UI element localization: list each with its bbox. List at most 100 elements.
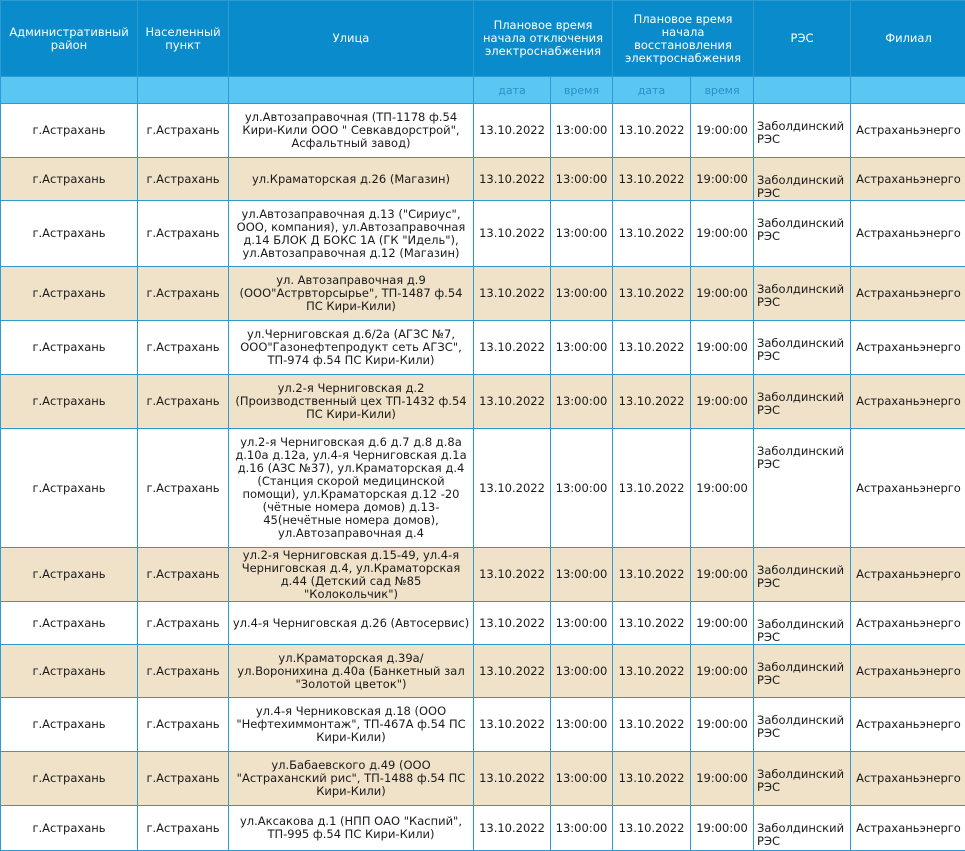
cell-district: г.Астрахань — [1, 158, 138, 201]
cell-res: Заболдинский РЭС — [754, 602, 851, 645]
cell-street: ул.Краматорская д.39а/ ул.Воронихина д.4… — [229, 645, 474, 698]
cell-district: г.Астрахань — [1, 429, 138, 548]
cell-res: Заболдинский РЭС — [754, 698, 851, 752]
cell-on-time: 19:00:00 — [691, 201, 754, 267]
header-row: Административный район Населенный пункт … — [1, 1, 965, 77]
header-branch: Филиал — [851, 1, 965, 77]
cell-off-date: 13.10.2022 — [474, 602, 551, 645]
cell-locality: г.Астрахань — [138, 645, 229, 698]
cell-branch: Астраханьэнерго — [851, 201, 965, 267]
cell-on-date: 13.10.2022 — [613, 698, 691, 752]
cell-branch: Астраханьэнерго — [851, 321, 965, 375]
subheader-empty — [754, 77, 851, 104]
subheader-off-time: время — [551, 77, 613, 104]
cell-off-time: 13:00:00 — [551, 602, 613, 645]
cell-branch: Астраханьэнерго — [851, 645, 965, 698]
cell-locality: г.Астрахань — [138, 548, 229, 602]
cell-street: ул.Краматорская д.26 (Магазин) — [229, 158, 474, 201]
cell-district: г.Астрахань — [1, 104, 138, 158]
cell-on-time: 19:00:00 — [691, 267, 754, 321]
cell-district: г.Астрахань — [1, 267, 138, 321]
cell-off-time: 13:00:00 — [551, 645, 613, 698]
cell-district: г.Астрахань — [1, 752, 138, 806]
cell-locality: г.Астрахань — [138, 602, 229, 645]
cell-off-time: 13:00:00 — [551, 201, 613, 267]
cell-off-date: 13.10.2022 — [474, 267, 551, 321]
cell-off-time: 13:00:00 — [551, 698, 613, 752]
header-district: Административный район — [1, 1, 138, 77]
cell-on-time: 19:00:00 — [691, 158, 754, 201]
cell-res: Заболдинский РЭС — [754, 429, 851, 548]
subheader-empty — [138, 77, 229, 104]
cell-off-date: 13.10.2022 — [474, 548, 551, 602]
subheader-on-date: дата — [613, 77, 691, 104]
cell-on-date: 13.10.2022 — [613, 158, 691, 201]
cell-on-date: 13.10.2022 — [613, 548, 691, 602]
cell-off-date: 13.10.2022 — [474, 645, 551, 698]
cell-off-date: 13.10.2022 — [474, 752, 551, 806]
subheader-empty — [1, 77, 138, 104]
cell-on-date: 13.10.2022 — [613, 104, 691, 158]
cell-off-time: 13:00:00 — [551, 321, 613, 375]
cell-off-time: 13:00:00 — [551, 429, 613, 548]
cell-on-date: 13.10.2022 — [613, 645, 691, 698]
cell-street: ул.2-я Черниговская д.2 (Производственны… — [229, 375, 474, 429]
cell-res: Заболдинский РЭС — [754, 548, 851, 602]
cell-locality: г.Астрахань — [138, 104, 229, 158]
cell-on-date: 13.10.2022 — [613, 375, 691, 429]
cell-district: г.Астрахань — [1, 602, 138, 645]
cell-branch: Астраханьэнерго — [851, 104, 965, 158]
cell-street: ул.2-я Черниговская д.15-49, ул.4-я Черн… — [229, 548, 474, 602]
header-res: РЭС — [754, 1, 851, 77]
cell-on-time: 19:00:00 — [691, 429, 754, 548]
cell-on-date: 13.10.2022 — [613, 752, 691, 806]
header-off-time: Плановое время начала отключения электро… — [474, 1, 613, 77]
cell-off-date: 13.10.2022 — [474, 104, 551, 158]
subheader-empty — [229, 77, 474, 104]
cell-off-date: 13.10.2022 — [474, 698, 551, 752]
cell-on-date: 13.10.2022 — [613, 602, 691, 645]
cell-off-time: 13:00:00 — [551, 158, 613, 201]
cell-on-time: 19:00:00 — [691, 104, 754, 158]
cell-res: Заболдинский РЭС — [754, 201, 851, 267]
cell-branch: Астраханьэнерго — [851, 548, 965, 602]
subheader-row: дата время дата время — [1, 77, 965, 104]
cell-street: ул.4-я Черниковская д.18 (ООО "Нефтехимм… — [229, 698, 474, 752]
cell-on-time: 19:00:00 — [691, 645, 754, 698]
cell-on-time: 19:00:00 — [691, 602, 754, 645]
cell-on-time: 19:00:00 — [691, 548, 754, 602]
cell-district: г.Астрахань — [1, 201, 138, 267]
cell-district: г.Астрахань — [1, 645, 138, 698]
header-on-time: Плановое время начала восстановления эле… — [613, 1, 754, 77]
cell-off-date: 13.10.2022 — [474, 158, 551, 201]
cell-res: Заболдинский РЭС — [754, 645, 851, 698]
cell-branch: Астраханьэнерго — [851, 267, 965, 321]
cell-res: Заболдинский РЭС — [754, 375, 851, 429]
cell-res: Заболдинский РЭС — [754, 267, 851, 321]
cell-district: г.Астрахань — [1, 698, 138, 752]
cell-off-date: 13.10.2022 — [474, 321, 551, 375]
cell-street: ул.Автозаправочная (ТП-1178 ф.54 Кири-Ки… — [229, 104, 474, 158]
subheader-empty — [851, 77, 965, 104]
cell-on-date: 13.10.2022 — [613, 321, 691, 375]
cell-branch: Астраханьэнерго — [851, 429, 965, 548]
cell-on-time: 19:00:00 — [691, 752, 754, 806]
cell-district: г.Астрахань — [1, 321, 138, 375]
cell-on-time: 19:00:00 — [691, 375, 754, 429]
cell-street: ул. Автозаправочная д.9 (ООО"Астрвторсыр… — [229, 267, 474, 321]
cell-on-date: 13.10.2022 — [613, 429, 691, 548]
header-street: Улица — [229, 1, 474, 77]
cell-district: г.Астрахань — [1, 375, 138, 429]
cell-res: Заболдинский РЭС — [754, 752, 851, 806]
cell-on-time: 19:00:00 — [691, 321, 754, 375]
header-locality: Населенный пункт — [138, 1, 229, 77]
cell-street: ул.2-я Черниговская д.6 д.7 д.8 д.8а д.1… — [229, 429, 474, 548]
cell-district: г.Астрахань — [1, 548, 138, 602]
